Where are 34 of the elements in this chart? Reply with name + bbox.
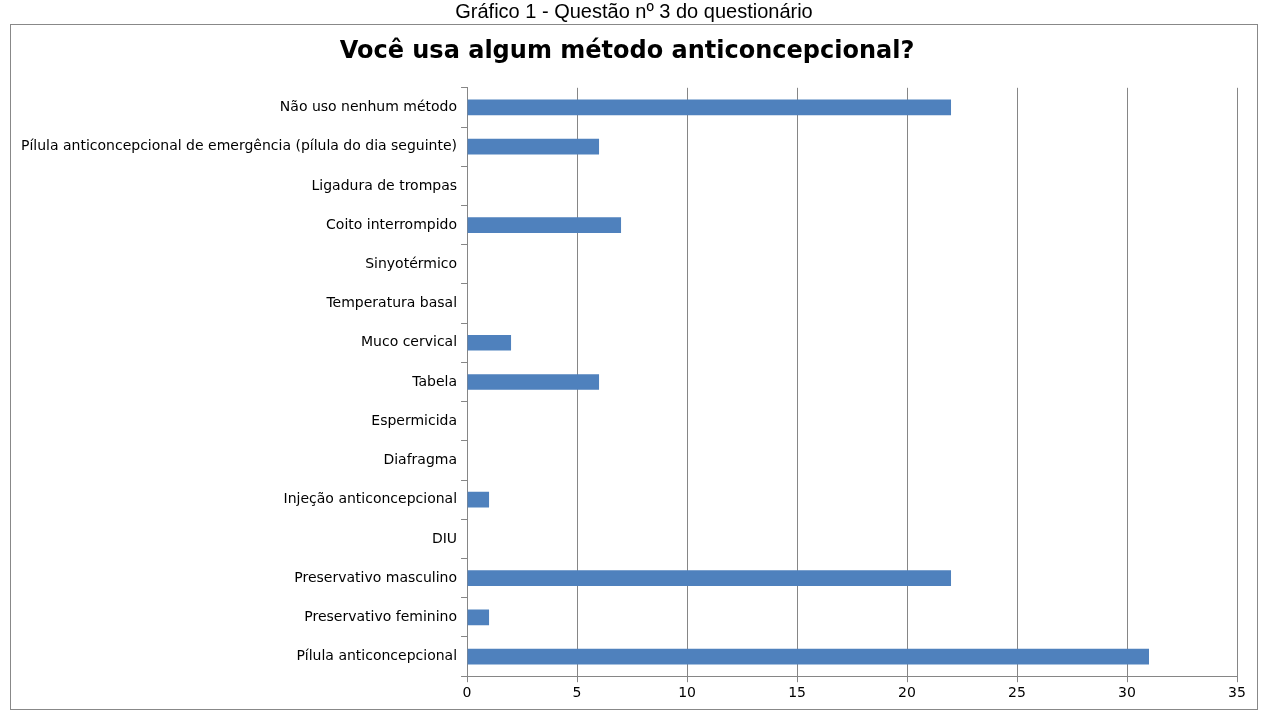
y-tick-label: Temperatura basal <box>325 294 458 311</box>
x-tick-label: 35 <box>1228 684 1246 701</box>
y-tick-label: Ligadura de trompas <box>311 176 458 193</box>
x-tick-label: 5 <box>572 684 582 701</box>
x-tick-label: 0 <box>462 684 472 701</box>
bar <box>467 217 622 233</box>
y-tick-label: Preservativo masculino <box>294 568 458 585</box>
x-tick-label: 25 <box>1008 684 1026 701</box>
chart-title: Você usa algum método anticoncepcional? <box>339 35 915 64</box>
bar <box>467 374 600 390</box>
y-tick-label: Coito interrompido <box>326 215 458 232</box>
y-tick-label: Injeção anticoncepcional <box>283 490 458 507</box>
y-tick-label: DIU <box>431 529 458 546</box>
y-tick-label: Espermicida <box>371 411 458 428</box>
y-tick-label: Preservativo feminino <box>304 608 458 624</box>
bar <box>467 334 512 351</box>
bar <box>467 138 600 155</box>
x-tick-label: 20 <box>898 684 916 701</box>
bar <box>467 609 490 626</box>
bar <box>467 491 490 508</box>
y-tick-label: Muco cervical <box>360 333 458 350</box>
bar <box>467 570 952 586</box>
y-tick-label: Pílula anticoncepcional de emergência (pílula do dia seguinte) <box>21 137 458 154</box>
x-tick-label: 30 <box>1118 684 1136 701</box>
y-tick-label: Não uso nenhum método <box>279 98 458 115</box>
bar <box>467 99 952 116</box>
y-tick-label: Pílula anticoncepcional <box>296 647 458 664</box>
x-tick-label: 10 <box>678 684 696 701</box>
y-tick-label: Sinyotérmico <box>365 254 458 271</box>
text: Gráfico 1 - Questão nº 3 do questionário <box>454 0 814 22</box>
y-tick-label: Diafragma <box>383 451 458 468</box>
x-tick-label: 15 <box>788 684 806 701</box>
bar <box>467 648 1150 665</box>
y-tick-label: Tabela <box>411 372 458 389</box>
